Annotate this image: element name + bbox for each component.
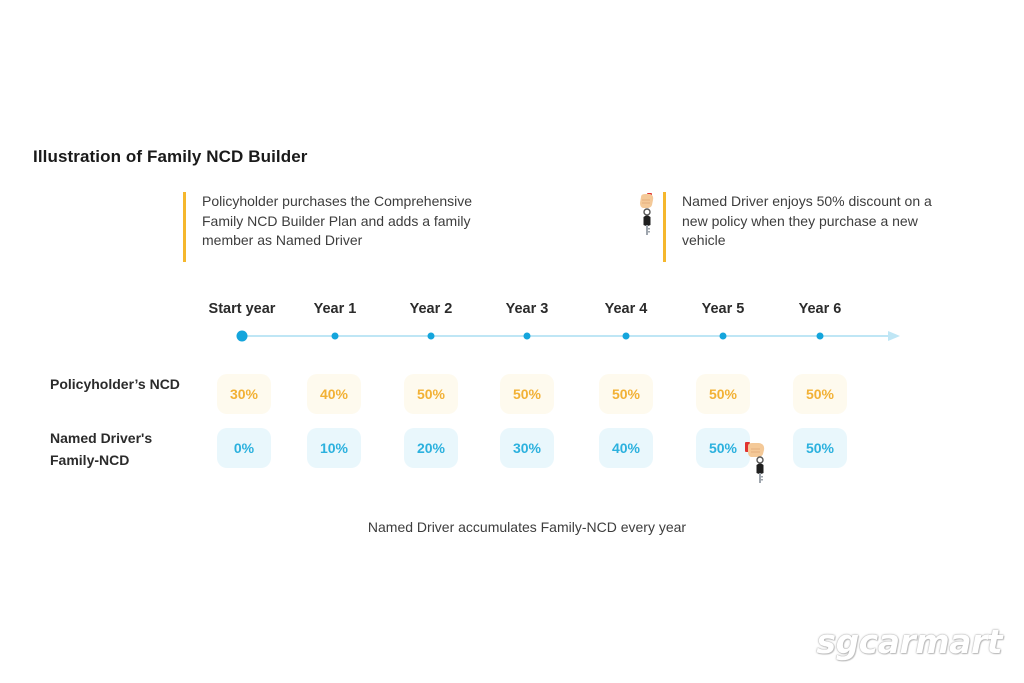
policyholder-ncd-value: 50% [599,374,653,414]
note-line: vehicle [682,232,726,248]
note-policyholder-purchase: Policyholder purchases the Comprehensive… [183,192,513,262]
row-label-text: Policyholder’s NCD [50,376,180,392]
note-line: member as Named Driver [202,232,363,248]
policyholder-ncd-value: 50% [696,374,750,414]
timeline-dot-start [236,330,248,342]
timeline-dot [427,332,435,340]
named-driver-ncd-value: 30% [500,428,554,468]
timeline-dot [816,332,824,340]
policyholder-ncd-value: 50% [793,374,847,414]
note-line: Family NCD Builder Plan and adds a famil… [202,212,471,229]
timeline-dot [331,332,339,340]
year-label-1: Year 1 [313,301,357,317]
year-label-5: Year 5 [701,301,745,317]
named-driver-ncd-value: 0% [217,428,271,468]
note-line: new policy when they purchase a new [682,212,918,229]
policyholder-ncd-value: 50% [500,374,554,414]
note-named-driver-discount: Named Driver enjoys 50% discount on a ne… [663,192,963,262]
timeline-dot [622,332,630,340]
named-driver-ncd-value: 50% [696,428,750,468]
year-label-start: Start year [208,301,276,317]
timeline-dot [719,332,727,340]
timeline-arrow-icon [888,331,900,341]
car-key-in-hand-icon [640,193,654,235]
year-label-3: Year 3 [505,301,549,317]
year-label-4: Year 4 [604,301,648,317]
note-line: Named Driver enjoys 50% discount on a [682,193,932,209]
named-driver-ncd-value: 20% [404,428,458,468]
note-line: Policyholder purchases the Comprehensive [202,193,473,209]
row-label-policyholder-ncd: Policyholder’s NCD [50,373,180,395]
diagram-title: Illustration of Family NCD Builder [33,147,308,166]
row-label-text: Named Driver's [50,430,153,446]
named-driver-ncd-value: 50% [793,428,847,468]
policyholder-ncd-value: 30% [217,374,271,414]
named-driver-ncd-value: 40% [599,428,653,468]
timeline-dot [523,332,531,340]
year-label-6: Year 6 [798,301,842,317]
row-label-named-driver-ncd: Named Driver's Family-NCD [50,427,152,471]
car-key-in-hand-icon [745,442,765,483]
sgcarmart-watermark: sgcarmart [816,622,1002,661]
policyholder-ncd-value: 50% [404,374,458,414]
policyholder-ncd-value: 40% [307,374,361,414]
year-label-2: Year 2 [409,301,453,317]
named-driver-ncd-value: 10% [307,428,361,468]
timeline [236,330,900,342]
row-label-text: Family-NCD [50,452,130,468]
diagram-caption: Named Driver accumulates Family-NCD ever… [367,519,687,535]
